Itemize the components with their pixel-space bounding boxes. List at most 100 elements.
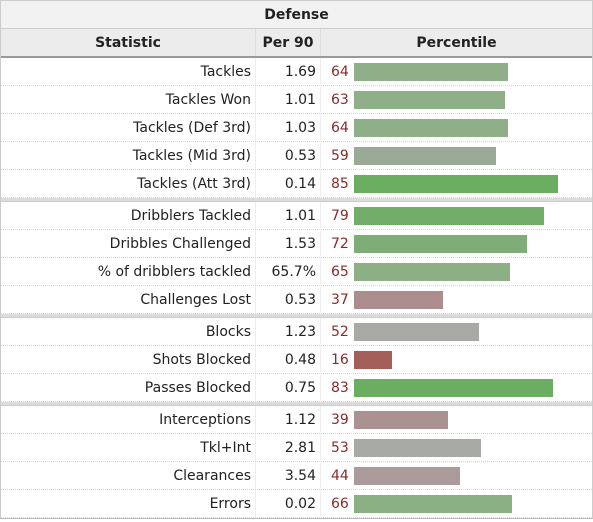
statistic-name: Tackles (Att 3rd) <box>137 175 251 192</box>
table-row: Passes Blocked 0.75 83 <box>1 374 592 402</box>
percentile-cell: 59 <box>321 142 592 169</box>
percentile-value: 52 <box>331 323 349 340</box>
table-row: Tackles (Att 3rd) 0.14 85 <box>1 170 592 198</box>
statistic-name: Tackles Won <box>165 91 251 108</box>
percentile-value: 85 <box>331 175 349 192</box>
statistic-name: Challenges Lost <box>140 291 251 308</box>
statistic-name: Dribblers Tackled <box>130 207 251 224</box>
per90-value: 0.75 <box>255 374 321 401</box>
table-row: Shots Blocked 0.48 16 <box>1 346 592 374</box>
percentile-bar <box>354 146 496 165</box>
percentile-value: 66 <box>331 495 349 512</box>
percentile-value: 16 <box>331 351 349 368</box>
percentile-cell: 16 <box>321 346 592 373</box>
percentile-bar <box>354 118 508 137</box>
percentile-bar <box>354 290 443 309</box>
percentile-value: 72 <box>331 235 349 252</box>
percentile-bar <box>354 410 448 429</box>
table-row: Tackles (Mid 3rd) 0.53 59 <box>1 142 592 170</box>
percentile-bar-track <box>354 322 584 341</box>
per90-value: 1.69 <box>255 58 321 85</box>
column-header-percentile[interactable]: Percentile <box>416 35 497 51</box>
percentile-bar <box>354 174 558 193</box>
table-row: Tackles (Def 3rd) 1.03 64 <box>1 114 592 142</box>
percentile-value: 65 <box>331 263 349 280</box>
percentile-cell: 66 <box>321 490 592 517</box>
statistic-name: Errors <box>209 495 251 512</box>
per90-value: 0.48 <box>255 346 321 373</box>
percentile-cell: 79 <box>321 202 592 229</box>
percentile-cell: 52 <box>321 318 592 345</box>
table-row: Challenges Lost 0.53 37 <box>1 286 592 314</box>
percentile-bar-track <box>354 410 584 429</box>
percentile-value: 79 <box>331 207 349 224</box>
table-row: Tackles Won 1.01 63 <box>1 86 592 114</box>
statistic-name: % of dribblers tackled <box>97 263 251 280</box>
percentile-bar-track <box>354 62 584 81</box>
percentile-cell: 65 <box>321 258 592 285</box>
percentile-bar <box>354 438 481 457</box>
percentile-cell: 85 <box>321 170 592 197</box>
table-row: Dribbles Challenged 1.53 72 <box>1 230 592 258</box>
percentile-bar-track <box>354 206 584 225</box>
statistic-name: Blocks <box>205 323 251 340</box>
group-separator <box>1 198 592 202</box>
percentile-bar-track <box>354 466 584 485</box>
percentile-bar <box>354 466 460 485</box>
table-row: Dribblers Tackled 1.01 79 <box>1 202 592 230</box>
percentile-cell: 44 <box>321 462 592 489</box>
table-row: Errors 0.02 66 <box>1 490 592 518</box>
table-row: Tkl+Int 2.81 53 <box>1 434 592 462</box>
table-body: Tackles 1.69 64 Tackles Won 1.01 63 Tackles (D… <box>1 58 592 518</box>
statistic-name: Clearances <box>173 467 251 484</box>
percentile-value: 44 <box>331 467 349 484</box>
per90-value: 65.7% <box>255 258 321 285</box>
percentile-cell: 83 <box>321 374 592 401</box>
percentile-value: 64 <box>331 63 349 80</box>
table-title: Defense <box>1 0 592 29</box>
percentile-value: 63 <box>331 91 349 108</box>
percentile-bar <box>354 90 505 109</box>
percentile-bar-track <box>354 494 584 513</box>
percentile-bar-track <box>354 90 584 109</box>
per90-value: 1.23 <box>255 318 321 345</box>
percentile-cell: 53 <box>321 434 592 461</box>
column-header-per90[interactable]: Per 90 <box>255 29 321 56</box>
statistic-name: Passes Blocked <box>144 379 251 396</box>
percentile-cell: 72 <box>321 230 592 257</box>
percentile-bar-track <box>354 262 584 281</box>
percentile-bar <box>354 206 544 225</box>
percentile-value: 59 <box>331 147 349 164</box>
table-row: Tackles 1.69 64 <box>1 58 592 86</box>
percentile-cell: 39 <box>321 406 592 433</box>
per90-value: 2.81 <box>255 434 321 461</box>
statistic-name: Shots Blocked <box>152 351 251 368</box>
table-row: Interceptions 1.12 39 <box>1 406 592 434</box>
group-separator <box>1 402 592 406</box>
per90-value: 0.53 <box>255 142 321 169</box>
percentile-bar-track <box>354 350 584 369</box>
percentile-bar-track <box>354 438 584 457</box>
percentile-bar <box>354 378 553 397</box>
per90-value: 1.01 <box>255 202 321 229</box>
percentile-value: 53 <box>331 439 349 456</box>
percentile-bar <box>354 350 392 369</box>
per90-value: 0.14 <box>255 170 321 197</box>
percentile-bar <box>354 322 479 341</box>
column-header-statistic[interactable]: Statistic <box>95 35 161 51</box>
percentile-bar-track <box>354 118 584 137</box>
statistic-name: Interceptions <box>159 411 251 428</box>
table-row: % of dribblers tackled 65.7% 65 <box>1 258 592 286</box>
percentile-value: 83 <box>331 379 349 396</box>
percentile-value: 39 <box>331 411 349 428</box>
percentile-cell: 63 <box>321 86 592 113</box>
per90-value: 1.12 <box>255 406 321 433</box>
statistic-name: Tkl+Int <box>200 439 251 456</box>
percentile-cell: 37 <box>321 286 592 313</box>
percentile-bar-track <box>354 234 584 253</box>
per90-value: 1.01 <box>255 86 321 113</box>
percentile-value: 64 <box>331 119 349 136</box>
statistic-name: Dribbles Challenged <box>109 235 251 252</box>
per90-value: 0.02 <box>255 490 321 517</box>
